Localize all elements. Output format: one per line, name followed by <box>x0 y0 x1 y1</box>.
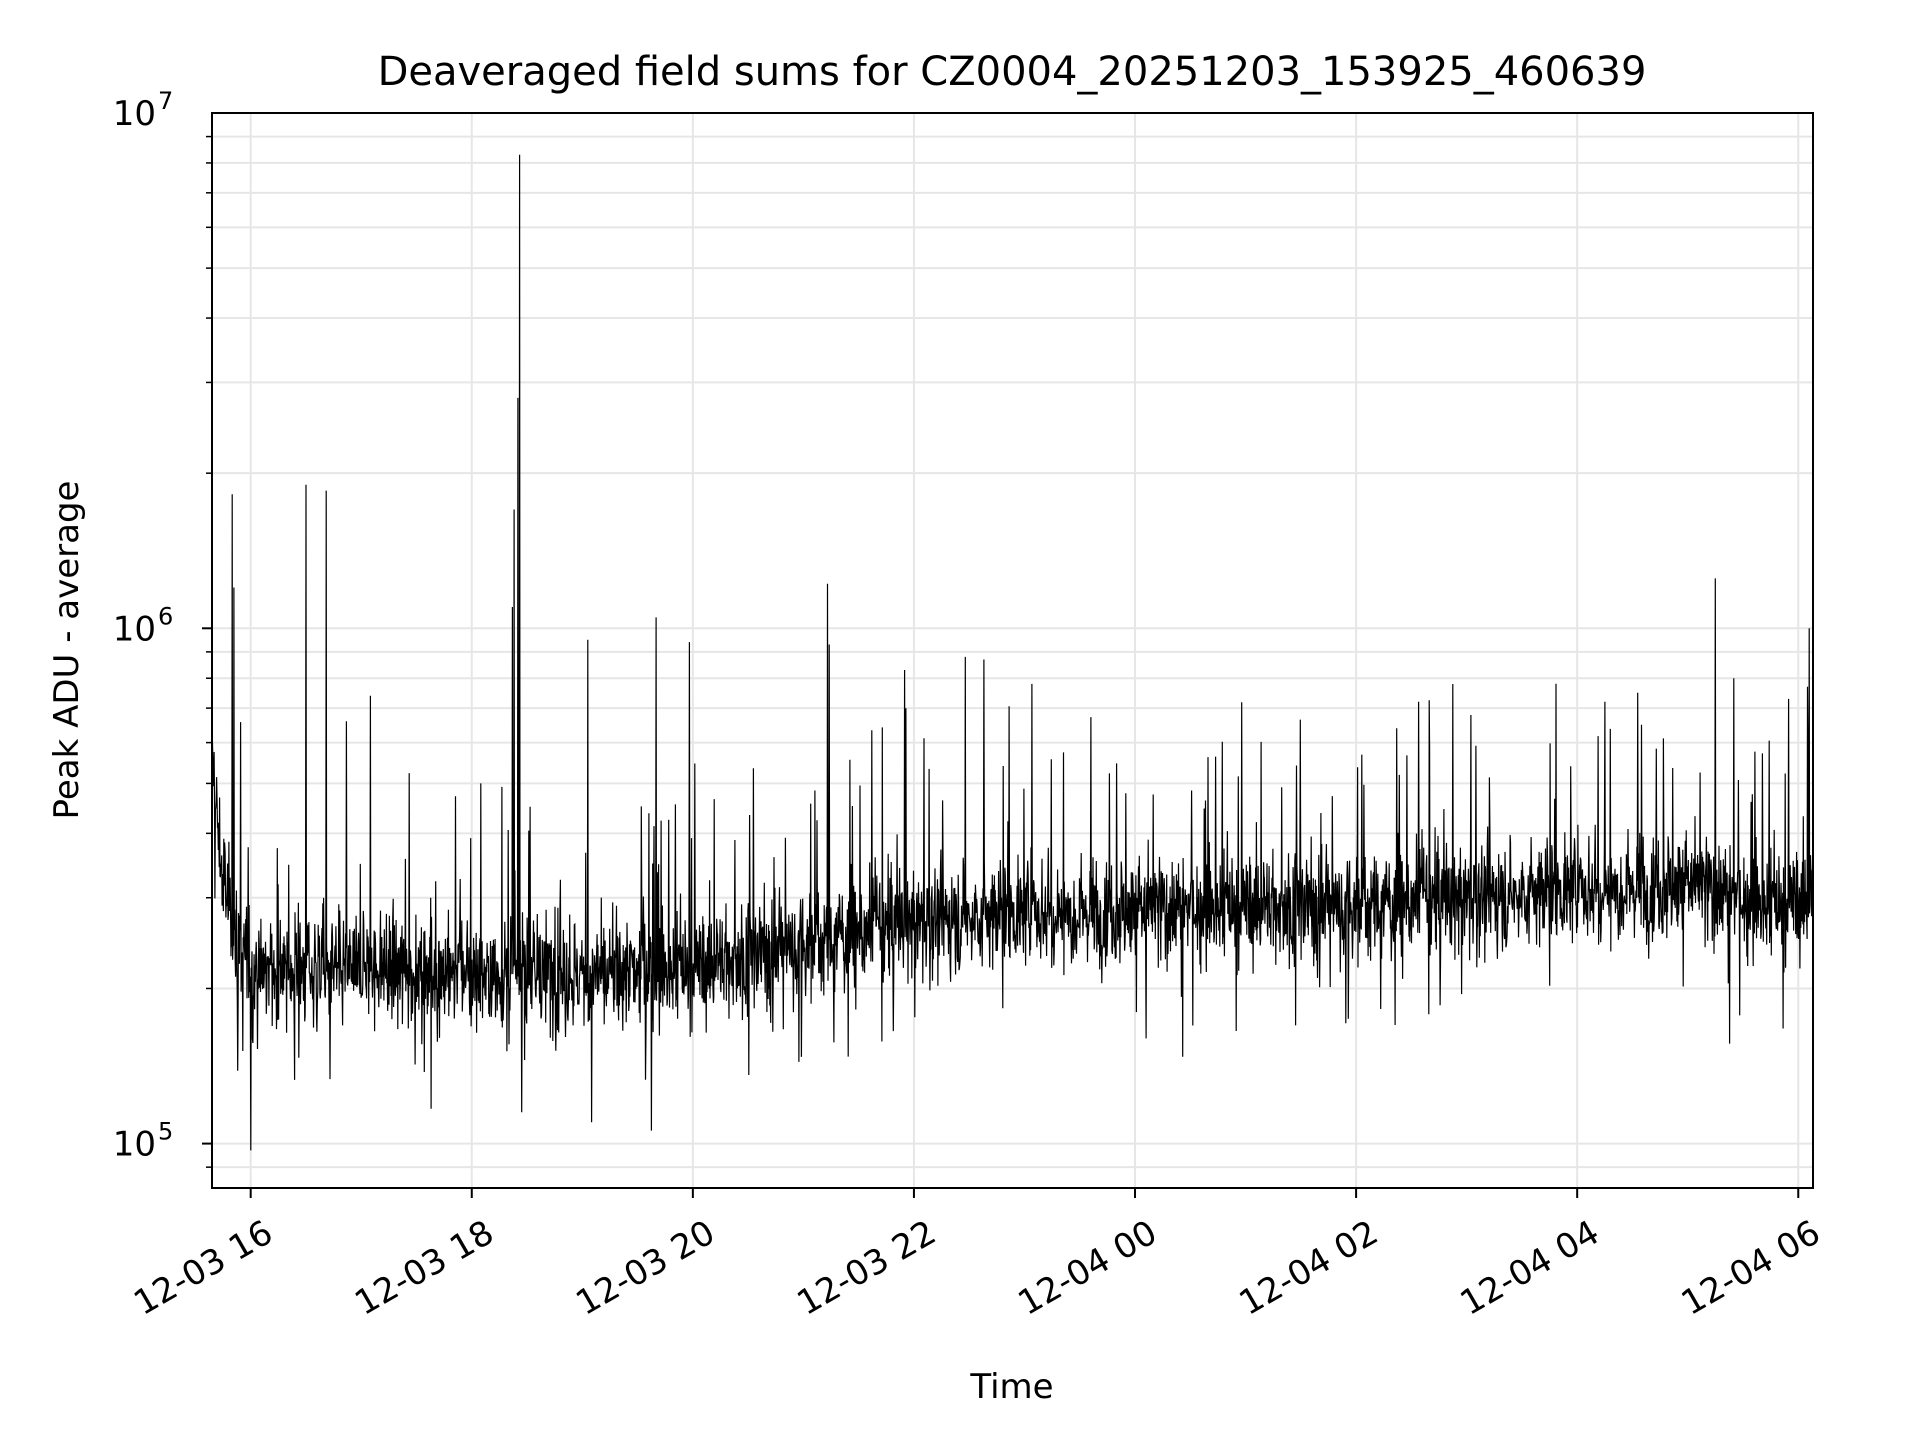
y-axis-label: Peak ADU - average <box>47 481 87 820</box>
series-line <box>211 154 1814 1151</box>
plot-frame <box>211 112 1814 1189</box>
series-layer <box>211 154 1814 1151</box>
y-tick-label: 10 <box>113 94 156 134</box>
chart-title: Deaveraged field sums for CZ0004_2025120… <box>378 49 1647 95</box>
y-tick-exponent: 6 <box>158 602 173 630</box>
y-tick-exponent: 5 <box>158 1118 173 1146</box>
grid <box>212 113 1813 1188</box>
y-tick-exponent: 7 <box>158 87 173 115</box>
y-tick-label: 10 <box>113 609 156 649</box>
x-axis-label: Time <box>969 1367 1053 1407</box>
y-tick-label: 10 <box>113 1125 156 1165</box>
